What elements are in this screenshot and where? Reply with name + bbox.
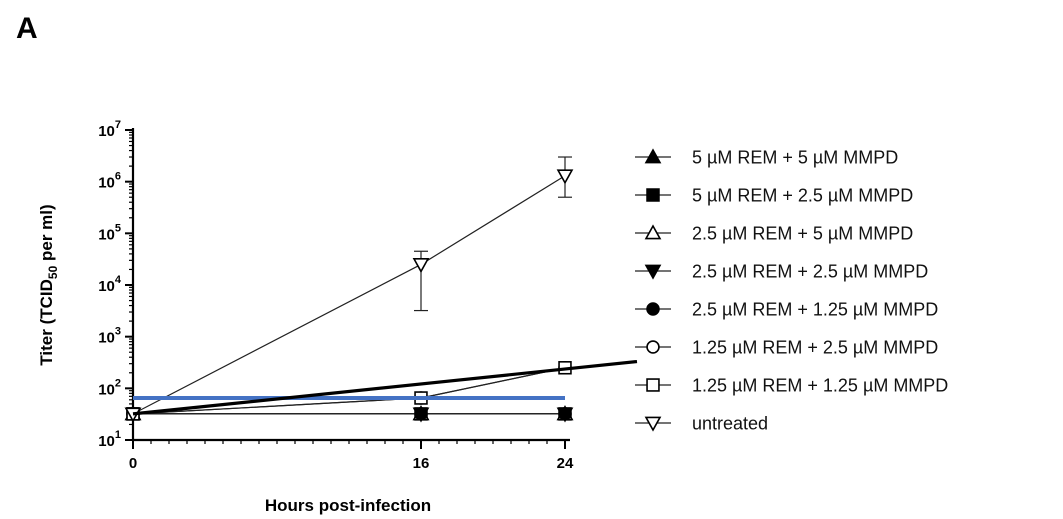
y-axis-title: Titer (TCID50 per ml) bbox=[37, 204, 60, 365]
series-8 bbox=[124, 156, 574, 423]
legend-marker bbox=[644, 148, 662, 164]
legend-label: 2.5 µM REM + 1.25 µM MMPD bbox=[692, 300, 938, 320]
legend-item: 2.5 µM REM + 5 µM MMPD bbox=[635, 224, 913, 244]
y-tick-label: 102 bbox=[98, 377, 121, 398]
y-tick-label: 107 bbox=[98, 119, 121, 140]
legend-label: 5 µM REM + 5 µM MMPD bbox=[692, 148, 898, 168]
legend-marker bbox=[646, 302, 660, 316]
data-point bbox=[414, 407, 428, 421]
y-tick-label: 103 bbox=[98, 326, 121, 347]
legend-marker bbox=[644, 264, 662, 280]
legend-marker bbox=[646, 188, 660, 202]
x-tick-label: 0 bbox=[129, 455, 137, 472]
series-layer bbox=[124, 156, 574, 423]
legend-marker bbox=[646, 340, 660, 354]
x-tick-label: 16 bbox=[413, 455, 430, 472]
y-tick-label: 106 bbox=[98, 171, 121, 192]
data-point bbox=[558, 407, 572, 421]
legend-item: 1.25 µM REM + 2.5 µM MMPD bbox=[635, 338, 938, 358]
legend-marker bbox=[644, 224, 662, 240]
legend-item: 5 µM REM + 2.5 µM MMPD bbox=[635, 186, 913, 206]
y-tick-label: 104 bbox=[98, 274, 122, 295]
legend: 5 µM REM + 5 µM MMPD 5 µM REM + 2.5 µM MM… bbox=[635, 148, 948, 434]
data-point bbox=[412, 258, 430, 274]
legend-label: 2.5 µM REM + 2.5 µM MMPD bbox=[692, 262, 928, 282]
series-5 bbox=[126, 407, 572, 421]
legend-item: 1.25 µM REM + 1.25 µM MMPD bbox=[635, 376, 948, 396]
legend-item: 2.5 µM REM + 1.25 µM MMPD bbox=[635, 300, 938, 320]
data-point bbox=[556, 169, 574, 185]
y-axis-label: Titer (TCID50 per ml) bbox=[37, 204, 60, 365]
legend-item: untreated bbox=[635, 414, 768, 434]
legend-label: untreated bbox=[692, 414, 768, 434]
legend-label: 5 µM REM + 2.5 µM MMPD bbox=[692, 186, 913, 206]
y-tick-label: 101 bbox=[98, 429, 121, 450]
legend-marker bbox=[644, 416, 662, 432]
legend-label: 1.25 µM REM + 1.25 µM MMPD bbox=[692, 376, 948, 396]
legend-item: 2.5 µM REM + 2.5 µM MMPD bbox=[635, 262, 928, 282]
panel-label: A bbox=[16, 12, 38, 45]
reference-lines bbox=[132, 359, 638, 416]
legend-label: 1.25 µM REM + 2.5 µM MMPD bbox=[692, 338, 938, 358]
series-line bbox=[132, 175, 566, 415]
x-axis-title: Hours post-infection bbox=[265, 496, 431, 515]
legend-marker bbox=[646, 378, 660, 392]
reference-line-2 bbox=[132, 359, 638, 416]
x-tick-label: 24 bbox=[557, 455, 574, 472]
legend-item: 5 µM REM + 5 µM MMPD bbox=[635, 148, 898, 168]
axes: 101 102 103 104 105 106 107 0 16 24 bbox=[98, 119, 574, 472]
legend-label: 2.5 µM REM + 5 µM MMPD bbox=[692, 224, 913, 244]
y-tick-label: 105 bbox=[98, 222, 121, 243]
